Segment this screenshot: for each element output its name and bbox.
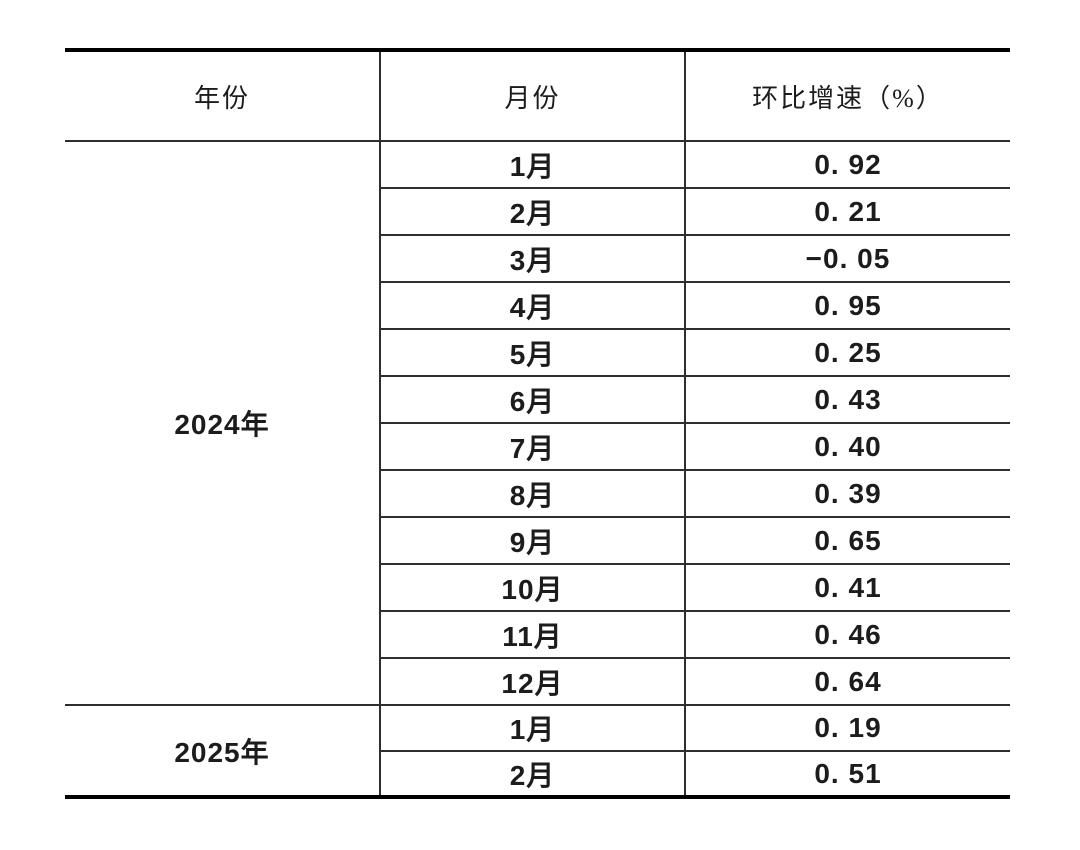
table-row: 2025年 1月 0. 19 [65, 705, 1010, 768]
table-row: 7月 0. 40 [65, 423, 1010, 471]
col-header-year: 年份 [65, 50, 380, 142]
month-cell: 6月 [379, 376, 686, 424]
month-cell: 8月 [379, 470, 686, 518]
month-cell: 1月 [379, 141, 686, 189]
table-row: 3月 −0. 05 [65, 235, 1010, 283]
month-cell: 10月 [379, 564, 686, 612]
table-row: 9月 0. 65 [65, 517, 1010, 565]
month-cell: 11月 [379, 611, 686, 659]
value-cell: 0. 46 [685, 611, 1010, 659]
value-cell: 0. 40 [685, 423, 1010, 471]
value-cell: 0. 19 [685, 705, 1010, 752]
month-cell: 12月 [379, 658, 686, 706]
table-row: 6月 0. 43 [65, 376, 1010, 424]
value-cell: −0. 05 [685, 235, 1010, 283]
value-cell: 0. 65 [685, 517, 1010, 565]
value-cell: 0. 25 [685, 329, 1010, 377]
value-cell: 0. 39 [685, 470, 1010, 518]
table-row: 12月 0. 64 [65, 658, 1010, 706]
year-cell-2025: 2025年 [174, 736, 270, 768]
month-cell: 9月 [379, 517, 686, 565]
growth-rate-table: 年份 月份 环比增速（%） 2024年 1月 0. 92 2月 0. 21 3月… [65, 48, 1010, 799]
table-row: 11月 0. 46 [65, 611, 1010, 659]
value-cell: 0. 43 [685, 376, 1010, 424]
value-cell: 0. 51 [814, 757, 882, 789]
month-cell: 2月 [379, 188, 686, 236]
table-row: 2月 0. 21 [65, 188, 1010, 236]
col-header-value: 环比增速（%） [685, 50, 1010, 142]
month-cell: 2月 [379, 751, 686, 797]
table-row: 5月 0. 25 [65, 329, 1010, 377]
table-row: 8月 0. 39 [65, 470, 1010, 518]
year-cell-2024: 2024年 [65, 141, 380, 706]
table-row: 10月 0. 41 [65, 564, 1010, 612]
value-cell: 0. 41 [685, 564, 1010, 612]
table-row: 2月 0. 51 [65, 751, 1010, 797]
value-cell: 0. 95 [685, 282, 1010, 330]
table-header-row: 年份 月份 环比增速（%） [65, 50, 1010, 142]
value-cell: 0. 64 [685, 658, 1010, 706]
table-row: 2024年 1月 0. 92 [65, 141, 1010, 706]
month-cell: 1月 [379, 705, 686, 752]
month-cell: 7月 [379, 423, 686, 471]
col-header-month: 月份 [379, 50, 686, 142]
month-cell: 5月 [379, 329, 686, 377]
value-cell: 0. 92 [685, 141, 1010, 189]
table-row: 4月 0. 95 [65, 282, 1010, 330]
month-cell: 4月 [379, 282, 686, 330]
month-cell: 3月 [379, 235, 686, 283]
value-cell: 0. 21 [685, 188, 1010, 236]
